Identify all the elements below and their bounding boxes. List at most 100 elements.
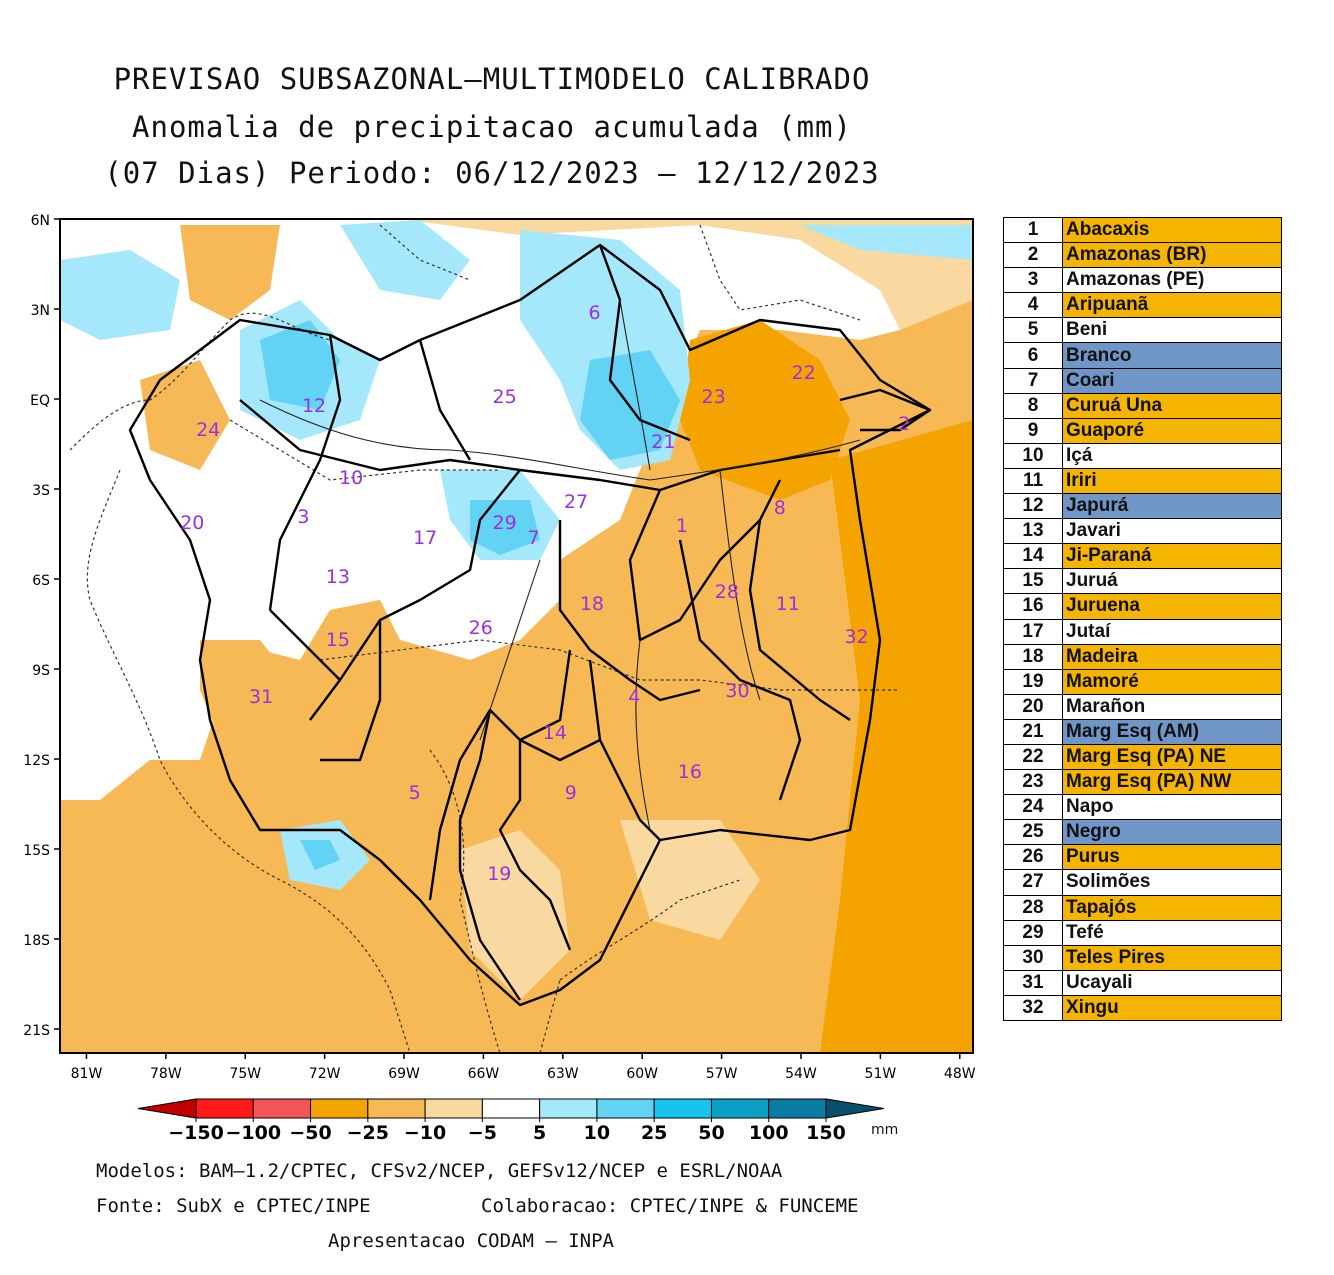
colorbar-swatch: [424, 1098, 483, 1119]
legend-basin-name: Xingu: [1062, 994, 1282, 1022]
legend-row: 12 Japurá: [1003, 493, 1282, 520]
legend-row: 28 Tapajós: [1003, 894, 1282, 921]
legend-row: 18 Madeira: [1003, 643, 1282, 670]
legend-row: 22 Marg Esq (PA) NE: [1003, 743, 1282, 771]
legend-number: 18: [1003, 643, 1063, 670]
basin-label-19: 19: [487, 863, 511, 885]
basin-legend-table: 1 Abacaxis 2 Amazonas (BR) 3 Amazonas (PE) 4 Ar…: [1003, 216, 1282, 1022]
legend-row: 6 Branco: [1003, 342, 1282, 369]
lat-tick-label: 15S: [23, 843, 50, 859]
basin-label-13: 13: [326, 566, 350, 588]
legend-row: 5 Beni: [1003, 317, 1282, 344]
basin-label-12: 12: [302, 395, 326, 417]
legend-number: 31: [1003, 969, 1063, 996]
legend-basin-name: Tefé: [1062, 919, 1282, 946]
basin-label-28: 28: [715, 581, 739, 603]
colorbar-swatch: [481, 1098, 541, 1119]
country-borders: [69, 224, 900, 1053]
anomaly-field: [60, 219, 973, 1053]
legend-number: 10: [1003, 442, 1063, 469]
legend-basin-name: Aripuanã: [1062, 292, 1282, 319]
legend-row: 30 Teles Pires: [1003, 944, 1282, 971]
legend-basin-name: Curuá Una: [1062, 392, 1282, 419]
legend-number: 13: [1003, 518, 1063, 545]
lat-tick-label: 6S: [32, 573, 50, 589]
legend-number: 7: [1003, 367, 1063, 394]
legend-number: 8: [1003, 392, 1063, 419]
colorbar-label: 50: [698, 1122, 724, 1144]
basin-label-16: 16: [678, 761, 702, 783]
map-subtitle: Anomalia de precipitacao acumulada (mm): [132, 110, 852, 144]
legend-basin-name: Madeira: [1062, 643, 1282, 670]
lon-tick-label: 78W: [150, 1066, 182, 1082]
legend-number: 22: [1003, 743, 1063, 771]
legend-number: 26: [1003, 844, 1063, 871]
legend-row: 19 Mamoré: [1003, 668, 1282, 695]
legend-row: 15 Juruá: [1003, 568, 1282, 595]
legend-number: 23: [1003, 769, 1063, 796]
basin-label-27: 27: [564, 491, 588, 513]
footer-presentation: Apresentacao CODAM — INPA: [328, 1230, 614, 1252]
colorbar-unit-label: mm: [871, 1122, 899, 1138]
legend-basin-name: Marg Esq (AM): [1062, 718, 1282, 745]
lon-tick-label: 72W: [309, 1066, 341, 1082]
legend-basin-name: Negro: [1062, 819, 1282, 846]
lat-tick-label: 21S: [23, 1023, 50, 1039]
legend-row: 31 Ucayali: [1003, 969, 1282, 996]
lon-tick-label: 54W: [785, 1066, 817, 1082]
legend-row: 14 Ji-Paraná: [1003, 543, 1282, 570]
colorbar-label: 5: [533, 1122, 546, 1144]
basin-label-2: 2: [898, 413, 910, 435]
legend-row: 4 Aripuanã: [1003, 292, 1282, 319]
basin-label-23: 23: [702, 386, 726, 408]
basin-label-14: 14: [543, 722, 567, 744]
legend-number: 24: [1003, 794, 1063, 821]
legend-basin-name: Juruena: [1062, 593, 1282, 620]
lon-tick-label: 66W: [468, 1066, 500, 1082]
colorbar-label: −150: [168, 1122, 224, 1144]
legend-basin-name: Marg Esq (PA) NE: [1062, 743, 1282, 771]
legend-basin-name: Branco: [1062, 342, 1282, 369]
legend-number: 15: [1003, 568, 1063, 595]
colorbar-swatch: [710, 1098, 770, 1119]
legend-number: 12: [1003, 493, 1063, 520]
legend-number: 21: [1003, 718, 1063, 745]
legend-basin-name: Amazonas (BR): [1062, 242, 1282, 269]
basin-label-15: 15: [326, 629, 350, 651]
legend-row: 13 Javari: [1003, 518, 1282, 545]
colorbar-label: −100: [225, 1122, 281, 1144]
basin-label-25: 25: [492, 386, 516, 408]
legend-row: 23 Marg Esq (PA) NW: [1003, 769, 1282, 796]
map-title: PREVISAO SUBSAZONAL—MULTIMODELO CALIBRAD…: [113, 62, 871, 96]
basin-label-11: 11: [776, 593, 800, 615]
basin-label-20: 20: [180, 512, 204, 534]
legend-basin-name: Coari: [1062, 367, 1282, 394]
map-frame: [59, 218, 974, 1054]
legend-basin-name: Teles Pires: [1062, 944, 1282, 971]
colorbar-label: 25: [641, 1122, 667, 1144]
basin-label-1: 1: [676, 515, 688, 537]
legend-row: 8 Curuá Una: [1003, 392, 1282, 419]
map-period: (07 Dias) Periodo: 06/12/2023 — 12/12/20…: [104, 156, 880, 190]
colorbar-label: 150: [806, 1122, 846, 1144]
legend-basin-name: Içá: [1062, 442, 1282, 469]
legend-row: 1 Abacaxis: [1003, 216, 1282, 244]
legend-number: 1: [1003, 216, 1063, 244]
footer-source: Fonte: SubX e CPTEC/INPE: [96, 1195, 371, 1217]
legend-basin-name: Abacaxis: [1062, 216, 1282, 244]
basin-label-8: 8: [774, 497, 786, 519]
legend-number: 20: [1003, 693, 1063, 720]
legend-row: 21 Marg Esq (AM): [1003, 718, 1282, 745]
colorbar-swatch: [768, 1098, 827, 1119]
colorbar-label: 10: [584, 1122, 610, 1144]
latitude-axis: 6N 3N EQ 3S 6S 9S 12S 15S 18S 21S: [23, 213, 60, 1039]
legend-number: 29: [1003, 919, 1063, 946]
legend-basin-name: Marg Esq (PA) NW: [1062, 769, 1282, 796]
basin-label-4: 4: [628, 686, 640, 708]
legend-number: 5: [1003, 317, 1063, 344]
colorbar-swatch: [310, 1098, 369, 1119]
lat-tick-label: 3N: [31, 303, 50, 319]
legend-row: 32 Xingu: [1003, 994, 1282, 1022]
colorbar-max-arrow: [825, 1098, 885, 1119]
legend-basin-name: Amazonas (PE): [1062, 267, 1282, 294]
